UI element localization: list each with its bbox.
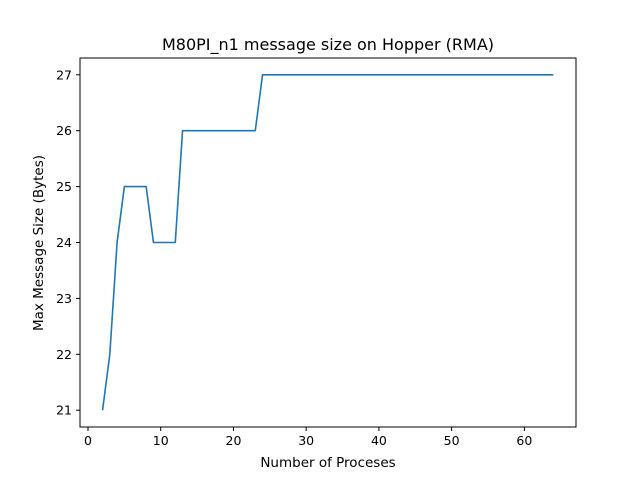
x-tick-label: 0 — [84, 433, 92, 448]
x-tick-label: 20 — [226, 433, 242, 448]
x-tick-label: 50 — [444, 433, 460, 448]
y-tick-label: 25 — [56, 179, 72, 194]
x-axis-label: Number of Proceses — [260, 455, 395, 471]
series-line-0 — [101, 73, 554, 411]
y-tick-label: 22 — [56, 347, 72, 362]
x-tick-label: 30 — [298, 433, 314, 448]
y-tick-label: 26 — [56, 123, 72, 138]
x-tick-label: 40 — [371, 433, 387, 448]
y-axis-label: Max Message Size (Bytes) — [31, 155, 47, 331]
x-tick-label: 60 — [516, 433, 532, 448]
x-tick-label: 10 — [153, 433, 169, 448]
y-tick-label: 23 — [56, 291, 72, 306]
chart-title: M80PI_n1 message size on Hopper (RMA) — [162, 35, 494, 55]
y-tick-label: 27 — [56, 67, 72, 82]
x-axis: 0 10 20 30 40 50 60 — [84, 427, 532, 448]
y-tick-label: 21 — [56, 403, 72, 418]
y-tick-label: 24 — [56, 235, 72, 250]
y-axis: 21 22 23 24 25 26 27 — [56, 67, 80, 418]
